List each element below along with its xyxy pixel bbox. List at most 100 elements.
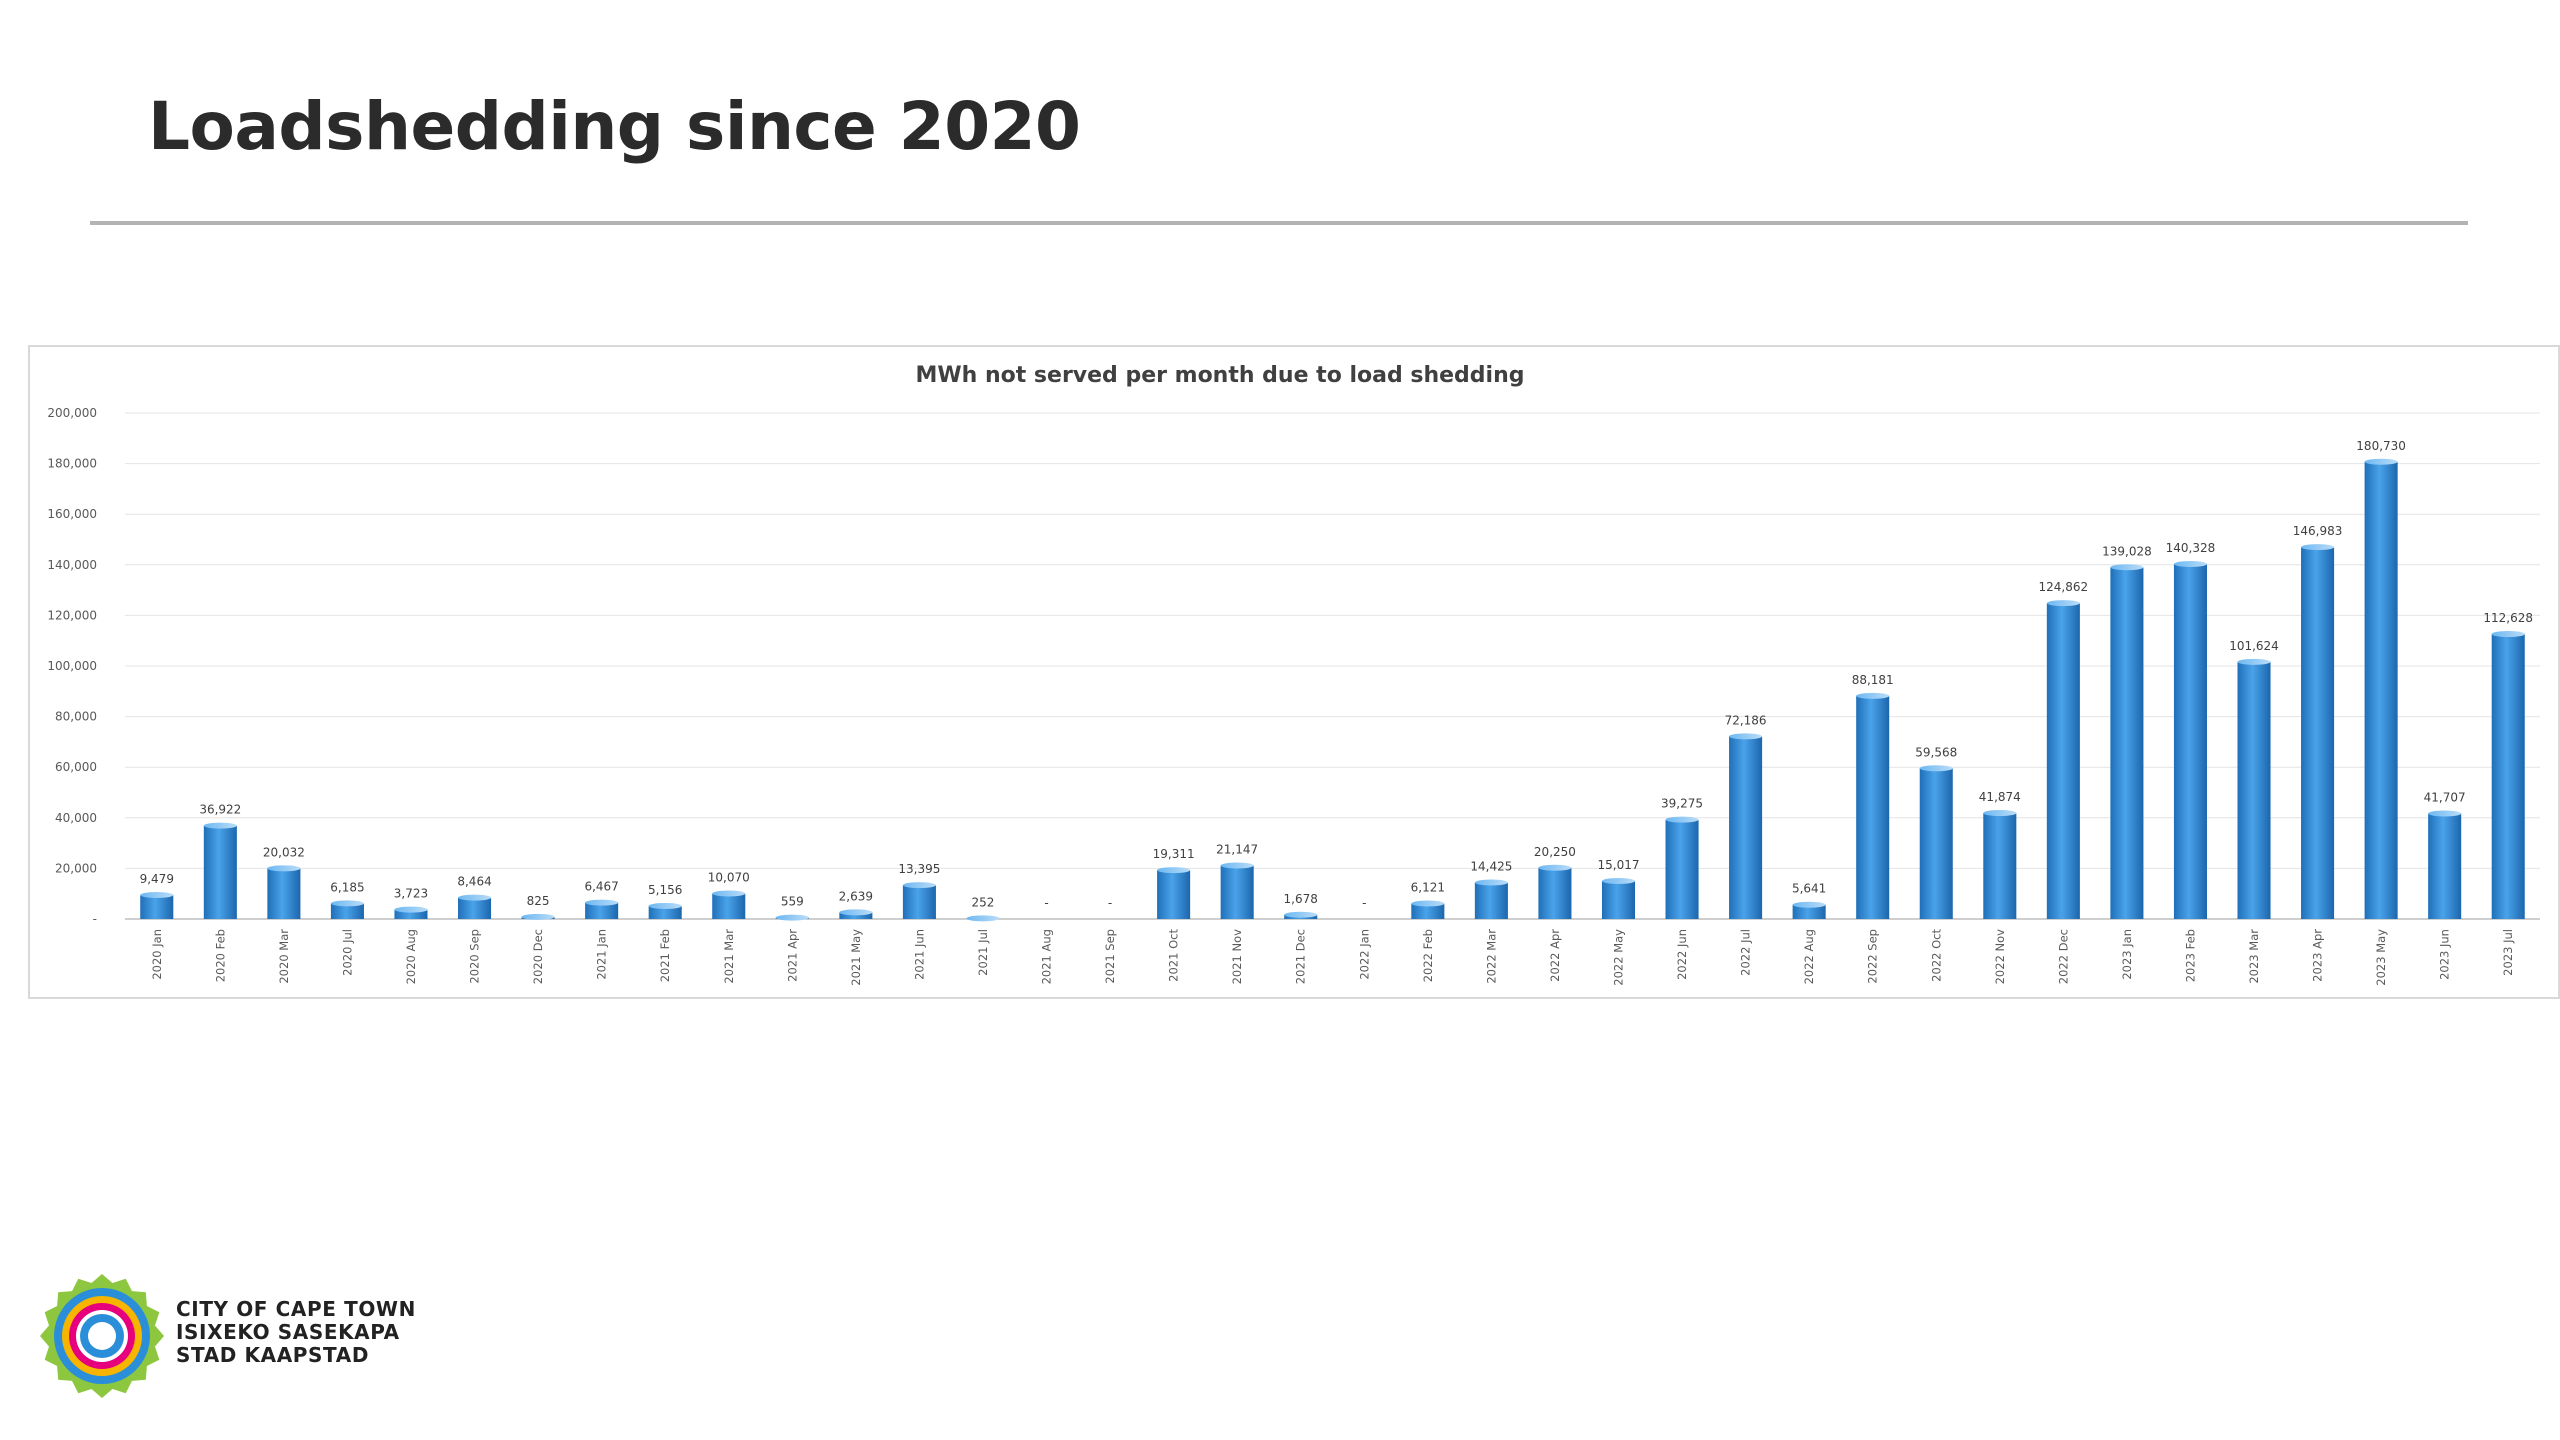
city-name-afrikaans: STAD KAAPSTAD [176, 1343, 370, 1367]
y-tick-label: - [93, 912, 97, 926]
data-label: 21,147 [1216, 842, 1258, 856]
data-label: 2,639 [839, 889, 873, 903]
data-label: 14,425 [1470, 860, 1512, 874]
x-tick-label: 2020 Dec [531, 929, 545, 984]
data-label: 6,185 [330, 880, 364, 894]
bar [648, 905, 682, 919]
data-label: 9,479 [140, 872, 174, 886]
bar [1538, 867, 1572, 919]
data-label: 13,395 [898, 862, 940, 876]
x-tick-label: 2022 Mar [1484, 929, 1498, 984]
bar [1411, 903, 1445, 919]
bar [394, 909, 428, 919]
x-tick-label: 2021 Jan [595, 929, 609, 980]
x-tick-label: 2020 Jan [150, 929, 164, 980]
data-label: 124,862 [2039, 580, 2089, 594]
x-tick-label: 2021 Sep [1103, 929, 1117, 984]
data-label: 5,641 [1792, 882, 1826, 896]
bar-cap [1601, 878, 1636, 885]
bar-cap [1729, 733, 1763, 740]
bar-cap [2428, 810, 2462, 817]
bar [330, 903, 364, 919]
x-tick-label: 2021 Oct [1167, 929, 1181, 982]
y-tick-label: 60,000 [55, 760, 97, 774]
data-label: 825 [527, 894, 550, 908]
bar [2173, 563, 2207, 919]
y-tick-label: 120,000 [47, 608, 97, 622]
bar [1983, 813, 2017, 919]
x-tick-label: 2022 Apr [1548, 929, 1562, 982]
bar [2301, 547, 2335, 919]
bar-cap [712, 890, 746, 897]
bar-cap [458, 894, 492, 901]
data-label: 6,121 [1411, 881, 1445, 895]
data-label: 139,028 [2102, 544, 2152, 558]
bar-cap [2110, 564, 2144, 571]
data-label: 15,017 [1597, 858, 1639, 872]
city-name-english: CITY OF CAPE TOWN [176, 1297, 416, 1321]
bar [1792, 904, 1826, 919]
bar-cap [2173, 560, 2207, 567]
x-tick-label: 2023 Apr [2311, 929, 2325, 982]
x-tick-label: 2020 Feb [213, 929, 227, 982]
city-name-xhosa: ISIXEKO SASEKAPA [176, 1320, 400, 1344]
data-label: - [1108, 896, 1112, 910]
data-label: 41,874 [1979, 790, 2021, 804]
data-label: 10,070 [708, 871, 750, 885]
x-tick-label: 2021 Jul [976, 929, 990, 976]
bar-cap [2301, 544, 2335, 551]
bar [140, 895, 174, 919]
x-tick-label: 2021 May [849, 929, 863, 986]
data-label: 72,186 [1725, 713, 1767, 727]
y-tick-label: 140,000 [47, 558, 97, 572]
bar [203, 825, 237, 919]
chart-title: MWh not served per month due to load she… [916, 363, 1525, 388]
bar [2237, 661, 2271, 919]
data-label: 140,328 [2166, 541, 2216, 555]
bar-cap [1919, 765, 1953, 772]
x-tick-label: 2020 Jul [340, 929, 354, 976]
bar [2046, 603, 2080, 919]
x-tick-label: 2023 May [2374, 929, 2388, 986]
data-label: 6,467 [584, 880, 618, 894]
bar-cap [394, 906, 428, 913]
data-label: 59,568 [1915, 745, 1957, 759]
data-label: 20,032 [263, 845, 305, 859]
x-tick-label: 2021 Dec [1294, 929, 1308, 984]
bar [1665, 819, 1699, 919]
chart-frame: MWh not served per month due to load she… [28, 345, 2560, 999]
data-label: - [1044, 896, 1048, 910]
x-tick-label: 2022 Feb [1421, 929, 1435, 982]
bar [1601, 881, 1636, 919]
data-label: 88,181 [1852, 673, 1894, 687]
bar-cap [648, 902, 682, 909]
x-tick-label: 2023 Mar [2247, 929, 2261, 984]
y-tick-label: 160,000 [47, 507, 97, 521]
y-tick-label: 100,000 [47, 659, 97, 673]
x-tick-label: 2022 Jul [1739, 929, 1753, 976]
bar-cap [966, 915, 1000, 922]
y-tick-label: 40,000 [55, 811, 97, 825]
x-tick-label: 2020 Mar [277, 929, 291, 984]
bar [2491, 634, 2525, 919]
x-tick-label: 2021 Feb [658, 929, 672, 982]
bar [1220, 865, 1254, 919]
slide-title: Loadshedding since 2020 [148, 88, 1081, 165]
bar [1729, 736, 1763, 919]
data-label: 5,156 [648, 883, 682, 897]
bar-cap [1538, 864, 1572, 871]
data-label: - [1362, 896, 1366, 910]
bar-cap [775, 914, 809, 921]
bar [902, 885, 936, 919]
x-tick-label: 2022 Nov [1993, 929, 2007, 985]
bar-cap [2237, 658, 2271, 665]
bar-cap [1983, 810, 2017, 817]
bar-chart: MWh not served per month due to load she… [47, 363, 2540, 986]
x-tick-label: 2023 Jun [2438, 929, 2452, 980]
x-tick-label: 2022 Jan [1357, 929, 1371, 980]
bar-cap [1284, 911, 1318, 918]
x-tick-label: 2021 Mar [722, 929, 736, 984]
bar [1474, 882, 1508, 919]
x-tick-label: 2023 Jul [2501, 929, 2515, 976]
title-divider [90, 221, 2468, 225]
